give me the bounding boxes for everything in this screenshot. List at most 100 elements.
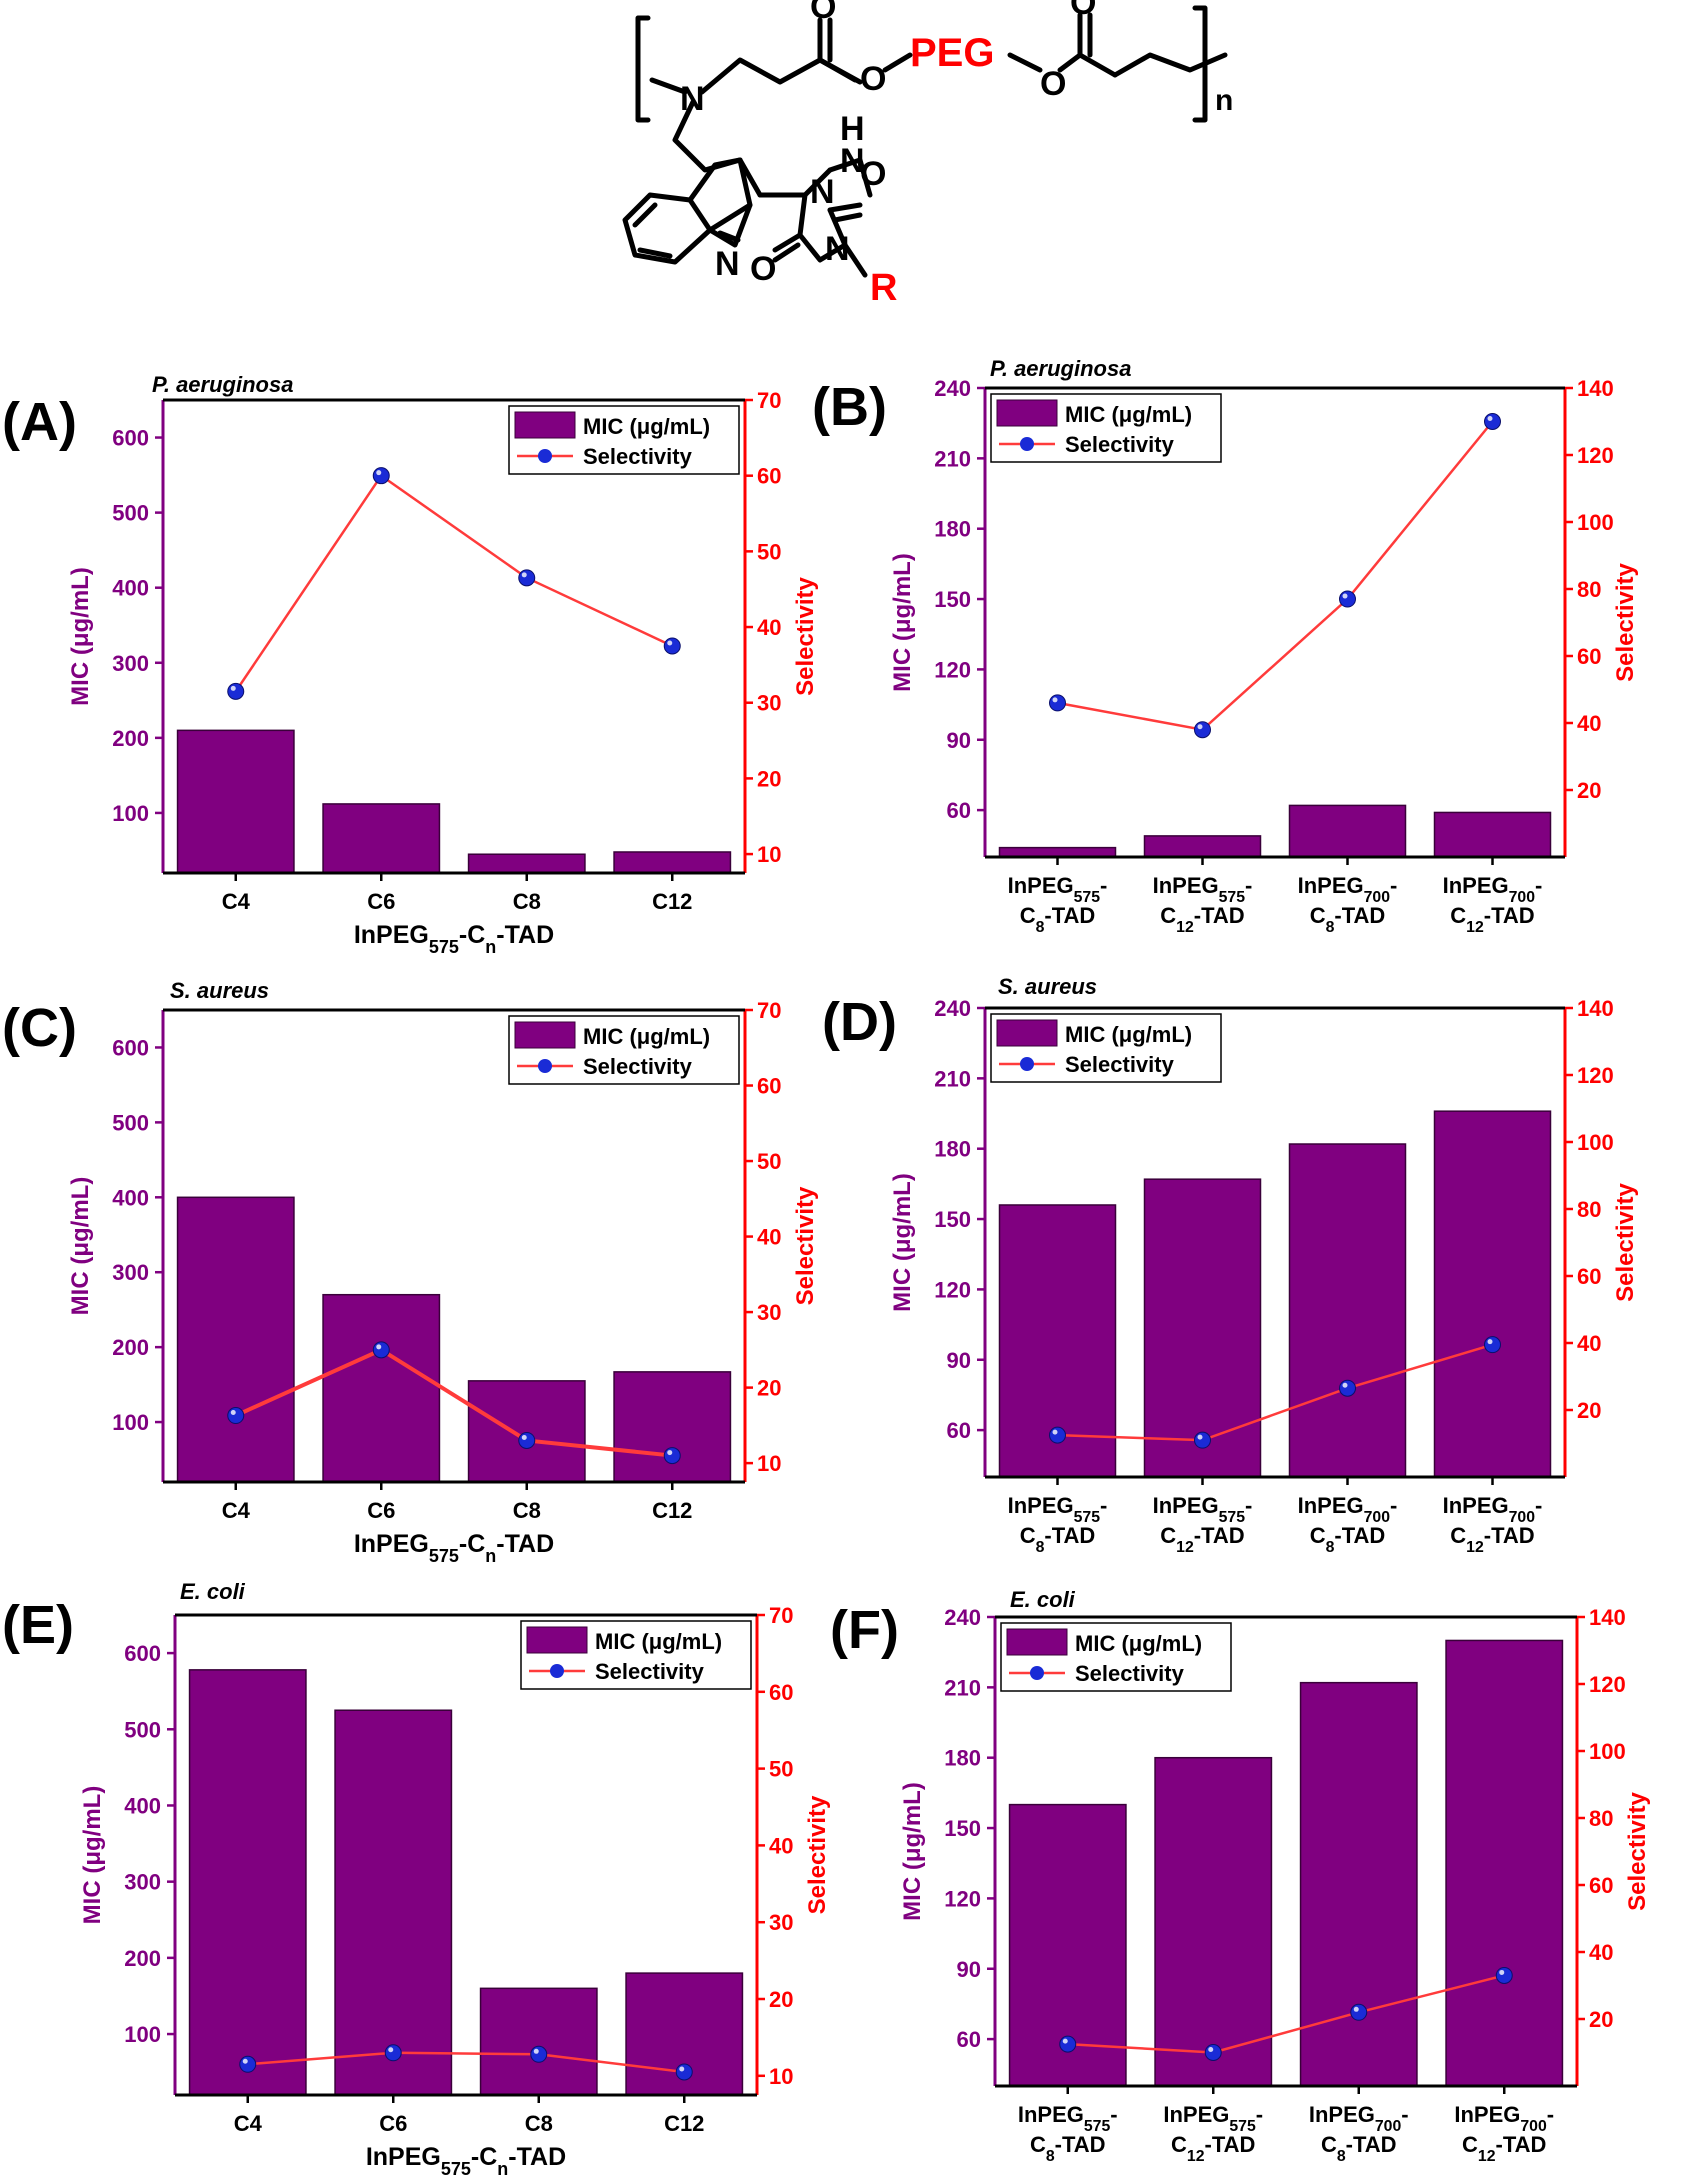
point-highlight bbox=[376, 1344, 382, 1350]
chart-panel-c: (C) S. aureus 100 200 300 400 500 600 10 20 30 40 50… bbox=[2, 978, 819, 1566]
bar bbox=[479, 1987, 598, 2096]
y2-tick-label: 20 bbox=[757, 1376, 781, 1401]
y-tick-label: 300 bbox=[124, 1870, 161, 1895]
y-tick-label: 90 bbox=[957, 1957, 981, 1982]
y2-tick-label: 140 bbox=[1589, 1605, 1626, 1630]
y-tick-label: 90 bbox=[947, 728, 971, 753]
y-tick-label: 500 bbox=[112, 1110, 149, 1135]
y-tick-label: 150 bbox=[934, 587, 971, 612]
x-tick-label: C8 bbox=[513, 1498, 541, 1523]
legend-selectivity-label: Selectivity bbox=[1075, 1661, 1185, 1686]
x-tick-label: InPEG700- bbox=[1309, 2102, 1409, 2135]
selectivity-point bbox=[1194, 721, 1211, 739]
panel-label: (F) bbox=[830, 1600, 899, 1660]
x-tick-label: InPEG700- bbox=[1443, 1493, 1543, 1526]
y2-tick-label: 40 bbox=[1577, 711, 1601, 736]
chart-panel-e: (E) E. coli 100 200 300 400 500 600 10 20 30 40 50 60… bbox=[2, 1579, 831, 2176]
x-tick-label: C8 bbox=[525, 2111, 553, 2136]
bar bbox=[334, 1709, 453, 2096]
legend: MIC (μg/mL) Selectivity bbox=[508, 405, 740, 475]
selectivity-point bbox=[1484, 1336, 1501, 1354]
bar bbox=[322, 803, 441, 874]
selectivity-point bbox=[1484, 413, 1501, 430]
y2-tick-label: 10 bbox=[757, 842, 781, 867]
selectivity-point bbox=[384, 2044, 402, 2062]
chart-panel-a: (A) P. aeruginosa 100 200 300 400 500 600 10 20 30… bbox=[2, 372, 819, 957]
legend-bar-swatch bbox=[514, 1021, 576, 1049]
legend-selectivity-label: Selectivity bbox=[1065, 1052, 1175, 1077]
bar bbox=[1288, 1143, 1407, 1478]
y2-tick-label: 40 bbox=[769, 1833, 793, 1858]
atom-o-ester-2: O bbox=[1040, 65, 1066, 103]
atom-o-ester-1: O bbox=[860, 60, 886, 98]
x-tick-label: C8-TAD bbox=[1310, 903, 1386, 936]
bar bbox=[467, 1380, 586, 1483]
y2-axis-title: Selectivity bbox=[1612, 1182, 1639, 1301]
point-highlight bbox=[1487, 416, 1493, 421]
y-tick-label: 60 bbox=[957, 2027, 981, 2052]
legend-mic-label: MIC (μg/mL) bbox=[1065, 1022, 1192, 1047]
selectivity-point bbox=[372, 1341, 390, 1359]
selectivity-point bbox=[227, 682, 245, 700]
y-tick-label: 240 bbox=[934, 376, 971, 401]
atom-o-carbonyl-1: O bbox=[810, 0, 836, 26]
y-tick-label: 600 bbox=[112, 1035, 149, 1060]
point-highlight bbox=[1487, 1339, 1493, 1345]
point-highlight bbox=[667, 1450, 673, 1456]
point-highlight bbox=[1208, 2047, 1214, 2052]
point-highlight bbox=[1499, 1969, 1505, 1975]
point-highlight bbox=[1052, 697, 1058, 703]
y2-tick-label: 60 bbox=[757, 464, 781, 489]
legend-bar-swatch bbox=[996, 399, 1058, 427]
x-tick-label: InPEG575- bbox=[1008, 873, 1108, 906]
selectivity-point bbox=[227, 1407, 245, 1425]
y2-tick-label: 100 bbox=[1577, 1130, 1614, 1155]
y2-axis-title: Selectivity bbox=[792, 1186, 819, 1305]
bar bbox=[1299, 1681, 1418, 2087]
y2-tick-label: 100 bbox=[1589, 1739, 1626, 1764]
x-tick-label: C8-TAD bbox=[1310, 1523, 1386, 1556]
x-tick-label: C4 bbox=[222, 1498, 251, 1523]
x-tick-label: C12-TAD bbox=[1450, 903, 1534, 936]
legend-marker bbox=[1020, 1057, 1034, 1071]
point-highlight bbox=[1197, 1434, 1203, 1440]
chart-panel-f: (F) E. coli 60 90 120 150 180 210 240 20 40 60 80 100… bbox=[830, 1587, 1651, 2165]
y-tick-label: 60 bbox=[947, 1418, 971, 1443]
selectivity-point bbox=[1049, 1426, 1066, 1444]
y2-tick-label: 40 bbox=[1577, 1331, 1601, 1356]
selectivity-line bbox=[234, 1347, 673, 1458]
y2-tick-label: 60 bbox=[1577, 644, 1601, 669]
selectivity-point bbox=[663, 1447, 681, 1465]
y-tick-label: 240 bbox=[934, 996, 971, 1021]
y2-tick-label: 60 bbox=[1577, 1264, 1601, 1289]
y2-tick-label: 80 bbox=[1577, 1197, 1601, 1222]
legend-bar-swatch bbox=[514, 411, 576, 439]
selectivity-point bbox=[1194, 1431, 1211, 1449]
legend-mic-label: MIC (μg/mL) bbox=[583, 1024, 710, 1049]
legend-mic-label: MIC (μg/mL) bbox=[1065, 402, 1192, 427]
selectivity-point bbox=[1059, 2035, 1077, 2053]
point-highlight bbox=[521, 572, 527, 578]
point-highlight bbox=[1342, 593, 1348, 599]
y-tick-label: 180 bbox=[934, 1137, 971, 1162]
x-tick-label: InPEG575- bbox=[1163, 2102, 1263, 2135]
y2-tick-label: 20 bbox=[769, 1987, 793, 2012]
organism-label: E. coli bbox=[180, 1579, 246, 1604]
panel-label: (E) bbox=[2, 1595, 74, 1655]
y-tick-label: 210 bbox=[934, 1066, 971, 1091]
x-tick-label: C6 bbox=[379, 2111, 407, 2136]
y2-tick-label: 60 bbox=[1589, 1873, 1613, 1898]
organism-label: S. aureus bbox=[998, 974, 1097, 999]
y-tick-label: 200 bbox=[112, 1335, 149, 1360]
y-tick-label: 90 bbox=[947, 1348, 971, 1373]
x-tick-label: InPEG575- bbox=[1153, 1493, 1253, 1526]
y-tick-label: 100 bbox=[124, 2022, 161, 2047]
y-tick-label: 150 bbox=[934, 1207, 971, 1232]
selectivity-point bbox=[1204, 2044, 1222, 2061]
panel-label: (A) bbox=[2, 392, 77, 452]
y-tick-label: 120 bbox=[934, 1277, 971, 1302]
y-tick-label: 400 bbox=[112, 576, 149, 601]
selectivity-line bbox=[247, 2051, 685, 2074]
y2-tick-label: 50 bbox=[757, 539, 781, 564]
